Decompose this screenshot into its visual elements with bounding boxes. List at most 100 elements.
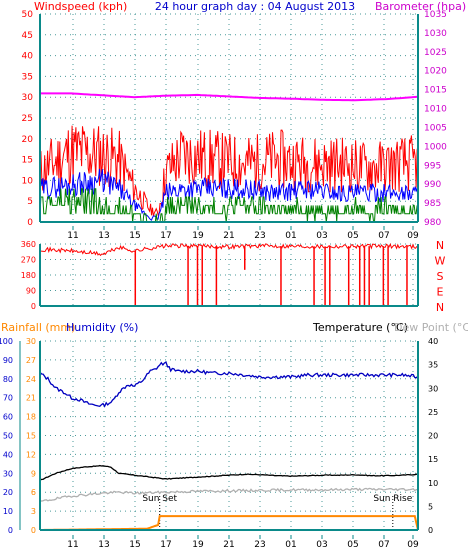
rainfall-series [40,515,419,531]
baro-ytick-980: 980 [424,218,441,228]
wind-ytick-45: 45 [22,31,33,41]
env-xtick-05: 05 [347,540,358,550]
baro-ytick-1020: 1020 [424,67,447,77]
baro-ytick-1010: 1010 [424,105,447,115]
humidity-ytick-20: 20 [3,488,13,497]
env-xtick-09: 09 [407,540,419,550]
baro-ytick-1025: 1025 [424,48,447,58]
wind-series-1 [39,168,419,221]
humidity-label: Humidity (%) [66,321,138,334]
env-xtick-21: 21 [223,540,234,550]
rain-ytick-0: 0 [31,526,36,535]
barometer-series [40,92,419,102]
baro-ytick-1015: 1015 [424,86,447,96]
wind-ytick-35: 35 [22,72,33,82]
humidity-ytick-60: 60 [3,413,13,422]
wind-xtick-03: 03 [316,231,327,241]
sun-marker-label-1: Sun Rise [373,494,412,504]
dir-compass-3: E [437,286,444,299]
dewpoint-label: Dew Point (°C) [394,321,468,334]
baro-ytick-990: 990 [424,180,441,190]
temperature-series [39,464,418,481]
wind-xtick-17: 17 [160,231,171,241]
humidity-series [39,361,419,408]
wind-xtick-11: 11 [67,231,78,241]
rainfall-label: Rainfall (mm) [1,321,75,334]
wind-xtick-07: 07 [378,231,389,241]
env-xtick-19: 19 [192,540,204,550]
wind-xtick-01: 01 [285,231,296,241]
humidity-ytick-100: 100 [0,337,13,346]
baro-ytick-1030: 1030 [424,29,447,39]
rain-ytick-9: 9 [31,469,36,478]
humidity-ytick-50: 50 [3,432,13,441]
env-xtick-07: 07 [378,540,389,550]
humidity-ytick-10: 10 [3,507,13,516]
humidity-ytick-30: 30 [3,469,13,478]
humidity-ytick-40: 40 [3,450,13,459]
wind-ytick-50: 50 [22,10,34,20]
grid-layer [40,13,418,531]
env-xtick-11: 11 [67,540,78,550]
wind-xtick-13: 13 [98,231,109,241]
wind-axis-label: Windspeed (kph) [34,0,127,13]
wind-ytick-15: 15 [22,156,33,166]
wind-ytick-10: 10 [22,176,34,186]
baro-ytick-995: 995 [424,161,441,171]
dir-compass-0: N [436,239,444,252]
temp-ytick-5: 5 [428,502,433,511]
env-xtick-15: 15 [129,540,140,550]
wind-ytick-5: 5 [27,197,33,207]
humidity-ytick-80: 80 [3,375,13,384]
wind-xtick-19: 19 [192,231,204,241]
dewpoint-series [39,487,418,502]
frame-layer [19,14,419,539]
barometer-axis-label: Barometer (hpa) [375,0,466,13]
env-xtick-03: 03 [316,540,327,550]
rain-ytick-12: 12 [26,450,36,459]
env-xtick-13: 13 [98,540,109,550]
baro-ytick-1000: 1000 [424,142,447,152]
temperature-label: Temperature (°C) [312,321,408,334]
humidity-ytick-0: 0 [8,526,13,535]
rain-ytick-15: 15 [26,432,36,441]
temp-ytick-10: 10 [428,479,438,488]
dir-compass-1: W [435,255,446,268]
dir-ytick-270: 270 [21,256,36,265]
temp-ytick-0: 0 [428,526,433,535]
rain-ytick-3: 3 [31,507,36,516]
env-xtick-17: 17 [160,540,171,550]
temp-ytick-25: 25 [428,408,438,417]
env-xtick-01: 01 [285,540,296,550]
wind-xtick-15: 15 [129,231,140,241]
dir-ytick-180: 180 [21,271,36,280]
env-xtick-23: 23 [254,540,265,550]
temp-ytick-40: 40 [428,337,438,346]
wind-ytick-25: 25 [22,114,33,124]
temp-ytick-30: 30 [428,384,438,393]
humidity-ytick-70: 70 [3,394,13,403]
wind-series-0 [39,125,419,217]
rain-ytick-21: 21 [26,394,36,403]
sun-marker-label-0: Sun Set [142,494,177,504]
wind-ytick-20: 20 [22,135,34,145]
temp-ytick-20: 20 [428,432,438,441]
humidity-ytick-90: 90 [3,356,13,365]
rain-ytick-24: 24 [26,375,36,384]
dir-ytick-360: 360 [21,240,36,249]
wind-ytick-0: 0 [27,218,33,228]
rain-ytick-18: 18 [26,413,36,422]
wind-xtick-21: 21 [223,231,234,241]
wind-ytick-30: 30 [22,93,34,103]
wind-xtick-23: 23 [254,231,265,241]
temp-ytick-15: 15 [428,455,438,464]
baro-ytick-1005: 1005 [424,123,447,133]
chart-title: 24 hour graph day : 04 August 2013 [155,0,355,13]
wind-series-2 [39,188,419,223]
baro-ytick-985: 985 [424,199,441,209]
baro-ytick-1035: 1035 [424,10,447,20]
series-layer [39,92,419,531]
wind-xtick-05: 05 [347,231,358,241]
